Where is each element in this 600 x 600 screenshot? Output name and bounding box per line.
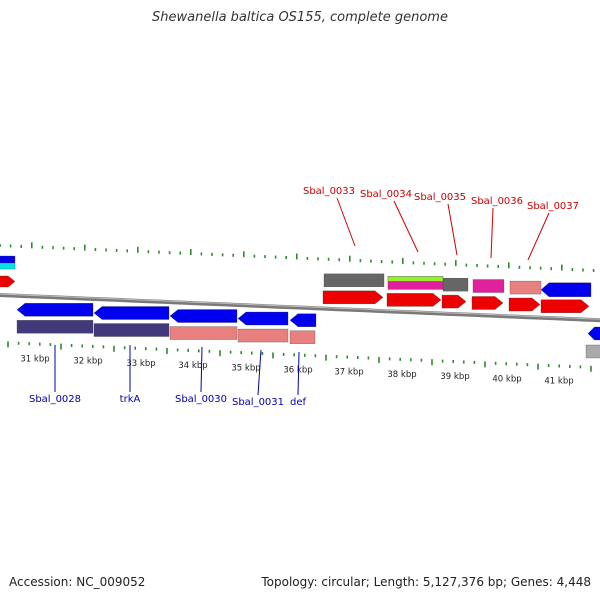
reverse-gene-arrow xyxy=(386,293,442,307)
reverse-gene-label: Sbal_0037 xyxy=(527,201,579,212)
genome-stats-text: Topology: circular; Length: 5,127,376 bp… xyxy=(261,575,591,589)
reverse-feature-bar xyxy=(509,280,542,295)
reverse-label-leader xyxy=(336,197,356,247)
reverse-gene-label: Sbal_0033 xyxy=(303,186,355,197)
reverse-gene-label: Sbal_0035 xyxy=(414,192,466,203)
scale-label: 40 kbp xyxy=(492,374,521,384)
forward-cds-bar xyxy=(289,330,316,344)
reverse-label-leader xyxy=(490,207,494,259)
forward-cds-bar xyxy=(237,328,289,343)
forward-cds-bar xyxy=(93,323,170,337)
reverse-gene-arrow xyxy=(441,294,467,309)
scale-label: 39 kbp xyxy=(440,372,469,382)
forward-gene-arrow xyxy=(16,303,94,317)
reverse-feature-green xyxy=(387,276,444,282)
forward-gene-arrow-edge xyxy=(540,282,592,297)
reverse-gene-arrow xyxy=(471,296,504,310)
scale-label: 34 kbp xyxy=(178,361,207,371)
forward-label-leader xyxy=(297,351,300,396)
edge-gene-blue-right xyxy=(587,326,600,341)
forward-gene-arrow xyxy=(93,306,170,320)
reverse-label-leader xyxy=(393,200,419,253)
forward-gene-arrow xyxy=(289,313,317,327)
reverse-label-leader xyxy=(527,212,550,261)
forward-cds-bar xyxy=(169,326,238,340)
scale-label: 41 kbp xyxy=(544,376,573,386)
forward-gene-label: Sbal_0030 xyxy=(175,394,227,405)
scale-label: 37 kbp xyxy=(334,368,363,378)
edge-gene-blue xyxy=(0,255,16,264)
forward-cds-bar xyxy=(16,320,94,334)
scale-label: 32 kbp xyxy=(73,357,102,367)
reverse-gene-arrow xyxy=(540,299,590,313)
reverse-feature-bar xyxy=(442,277,469,292)
reverse-gene-arrow xyxy=(508,297,541,312)
reverse-feature-bar xyxy=(323,273,385,288)
scale-label: 35 kbp xyxy=(231,363,260,373)
reverse-gene-label: Sbal_0034 xyxy=(360,189,412,200)
forward-label-leader xyxy=(200,346,203,393)
genome-backbone-highlight xyxy=(0,293,600,320)
scale-label: 33 kbp xyxy=(126,359,155,369)
accession-text: Accession: NC_009052 xyxy=(9,575,146,589)
forward-gene-label: def xyxy=(290,397,307,408)
reverse-feature-bar xyxy=(472,279,505,293)
reverse-gene-arrow xyxy=(322,290,384,304)
forward-gene-arrow xyxy=(169,309,238,323)
scale-label: 31 kbp xyxy=(20,354,49,364)
map-title: Shewanella baltica OS155, complete genom… xyxy=(152,10,448,25)
scale-label: 38 kbp xyxy=(387,370,416,380)
forward-gene-label: Sbal_0028 xyxy=(29,394,81,405)
edge-gene-red xyxy=(0,275,16,288)
reverse-label-leader xyxy=(447,203,458,256)
edge-gene-cyan xyxy=(0,262,16,270)
forward-label-leader xyxy=(257,349,262,396)
reverse-gene-label: Sbal_0036 xyxy=(471,196,523,207)
scale-label: 36 kbp xyxy=(283,366,312,376)
genome-backbone xyxy=(0,292,600,323)
edge-gene-gray-right xyxy=(585,344,600,359)
forward-gene-label: trkA xyxy=(120,394,141,405)
forward-gene-arrow xyxy=(237,311,289,326)
forward-gene-label: Sbal_0031 xyxy=(232,397,284,408)
